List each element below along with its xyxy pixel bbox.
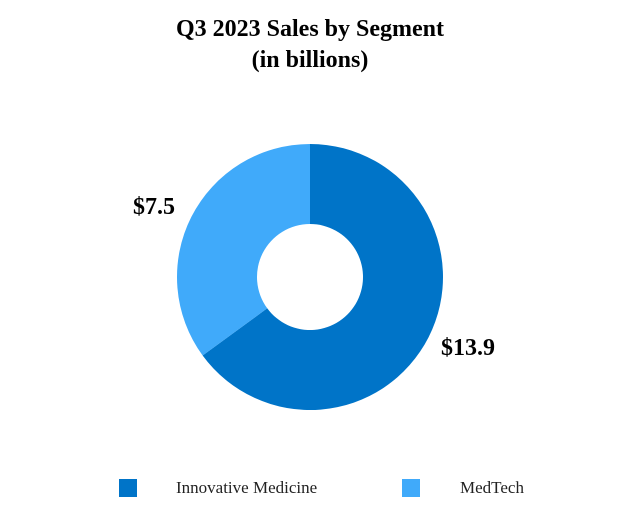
chart-subtitle-text: (in billions) <box>251 47 369 73</box>
data-label-innovative-medicine: $13.9 <box>441 335 495 361</box>
donut-slice-medtech[interactable] <box>177 144 310 356</box>
legend-item-innovative-medicine[interactable]: Innovative Medicine <box>119 477 317 499</box>
legend-item-medtech[interactable]: MedTech <box>402 477 524 499</box>
donut-slice-innovative-medicine[interactable] <box>202 144 444 411</box>
data-label-medtech: $7.5 <box>133 194 175 220</box>
chart-title-text: Q3 2023 Sales by Segment <box>175 16 444 42</box>
legend-label-medtech: MedTech <box>460 478 524 497</box>
legend-swatch-medtech <box>402 479 420 497</box>
chart-title: Q3 2023 Sales by Segment (in billions) <box>0 14 620 76</box>
legend-label-innovative-medicine: Innovative Medicine <box>176 478 318 497</box>
legend-swatch-innovative-medicine <box>119 479 137 497</box>
